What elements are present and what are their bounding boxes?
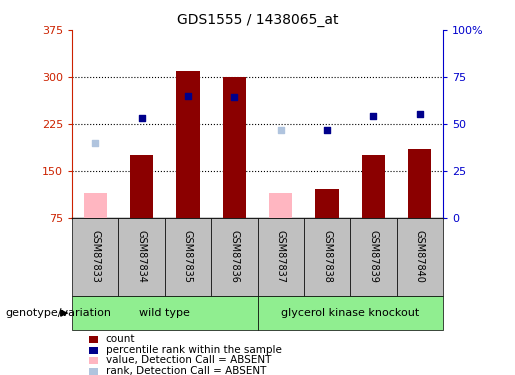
Bar bbox=[89, 336, 98, 343]
Bar bbox=[258, 217, 304, 296]
Text: percentile rank within the sample: percentile rank within the sample bbox=[106, 345, 282, 355]
Bar bbox=[258, 296, 443, 330]
Point bbox=[277, 127, 285, 133]
Point bbox=[184, 93, 192, 99]
Point bbox=[323, 127, 331, 133]
Bar bbox=[211, 217, 258, 296]
Bar bbox=[315, 189, 338, 217]
Bar bbox=[130, 155, 153, 218]
Bar bbox=[84, 192, 107, 217]
Text: GSM87840: GSM87840 bbox=[415, 230, 425, 284]
Text: wild type: wild type bbox=[140, 308, 190, 318]
Bar bbox=[118, 217, 165, 296]
Text: rank, Detection Call = ABSENT: rank, Detection Call = ABSENT bbox=[106, 366, 266, 375]
Point bbox=[230, 94, 238, 100]
Point bbox=[416, 111, 424, 117]
Bar bbox=[350, 217, 397, 296]
Bar bbox=[397, 217, 443, 296]
Bar bbox=[89, 368, 98, 375]
Point bbox=[91, 140, 99, 146]
Bar bbox=[89, 357, 98, 364]
Text: count: count bbox=[106, 334, 135, 344]
Bar bbox=[176, 70, 199, 217]
Text: GSM87834: GSM87834 bbox=[136, 230, 147, 284]
Text: GSM87838: GSM87838 bbox=[322, 230, 332, 284]
Bar bbox=[408, 149, 431, 217]
Bar bbox=[362, 155, 385, 218]
Text: glycerol kinase knockout: glycerol kinase knockout bbox=[281, 308, 419, 318]
Text: GDS1555 / 1438065_at: GDS1555 / 1438065_at bbox=[177, 13, 338, 27]
Point bbox=[138, 114, 146, 120]
Text: GSM87833: GSM87833 bbox=[90, 230, 100, 284]
Text: GSM87836: GSM87836 bbox=[229, 230, 239, 284]
Text: GSM87839: GSM87839 bbox=[368, 230, 379, 284]
Bar bbox=[304, 217, 350, 296]
Bar bbox=[72, 217, 118, 296]
Point bbox=[369, 113, 377, 119]
Bar bbox=[89, 347, 98, 354]
Bar bbox=[269, 192, 293, 217]
Text: GSM87835: GSM87835 bbox=[183, 230, 193, 284]
Bar bbox=[222, 77, 246, 218]
Text: genotype/variation: genotype/variation bbox=[5, 308, 111, 318]
Bar bbox=[165, 217, 211, 296]
Bar bbox=[72, 296, 258, 330]
Text: GSM87837: GSM87837 bbox=[276, 230, 286, 284]
Text: value, Detection Call = ABSENT: value, Detection Call = ABSENT bbox=[106, 356, 271, 365]
